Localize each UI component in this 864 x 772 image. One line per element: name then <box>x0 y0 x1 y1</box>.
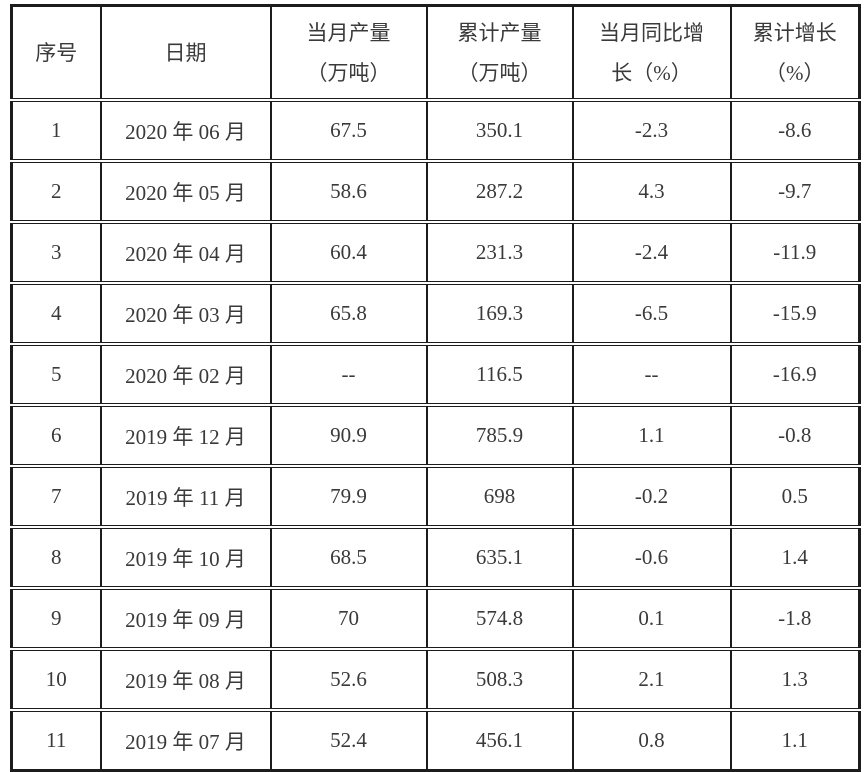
cell-index: 11 <box>10 708 102 772</box>
cell-monthly-output: 65.8 <box>269 281 428 345</box>
cell-monthly-yoy: -- <box>571 342 732 406</box>
cell-monthly-output: 67.5 <box>269 98 428 162</box>
cell-monthly-yoy: -0.6 <box>571 525 732 589</box>
table-row: 6 2019 年 12 月 90.9 785.9 1.1 -0.8 <box>10 403 861 467</box>
table-row: 11 2019 年 07 月 52.4 456.1 0.8 1.1 <box>10 708 861 772</box>
cell-index: 3 <box>10 220 102 284</box>
table-row: 5 2020 年 02 月 -- 116.5 -- -16.9 <box>10 342 861 406</box>
table-row: 4 2020 年 03 月 65.8 169.3 -6.5 -15.9 <box>10 281 861 345</box>
cell-date: 2019 年 08 月 <box>99 647 272 711</box>
cell-cumulative-output: 169.3 <box>425 281 574 345</box>
table-row: 1 2020 年 06 月 67.5 350.1 -2.3 -8.6 <box>10 98 861 162</box>
document-page: 序号 日期 当月产量 （万吨） 累计产量 （万吨） 当月同比增 长（%） 累计增长 （%） 1 20… <box>10 4 861 772</box>
cell-monthly-yoy: 2.1 <box>571 647 732 711</box>
cell-date: 2019 年 10 月 <box>99 525 272 589</box>
cell-cumulative-growth: -1.8 <box>729 586 861 650</box>
cell-cumulative-growth: 0.5 <box>729 464 861 528</box>
cell-cumulative-growth: -0.8 <box>729 403 861 467</box>
cell-cumulative-growth: -11.9 <box>729 220 861 284</box>
cell-cumulative-output: 116.5 <box>425 342 574 406</box>
production-table: 序号 日期 当月产量 （万吨） 累计产量 （万吨） 当月同比增 长（%） 累计增长 （%） 1 20… <box>10 4 861 772</box>
cell-index: 7 <box>10 464 102 528</box>
cell-date: 2019 年 12 月 <box>99 403 272 467</box>
cell-cumulative-output: 635.1 <box>425 525 574 589</box>
cell-cumulative-growth: -15.9 <box>729 281 861 345</box>
cell-monthly-yoy: 4.3 <box>571 159 732 223</box>
column-header-line: （%） <box>765 60 825 85</box>
cell-monthly-yoy: -0.2 <box>571 464 732 528</box>
cell-date: 2019 年 09 月 <box>99 586 272 650</box>
cell-monthly-yoy: 0.1 <box>571 586 732 650</box>
table-row: 10 2019 年 08 月 52.6 508.3 2.1 1.3 <box>10 647 861 711</box>
cell-index: 4 <box>10 281 102 345</box>
cell-cumulative-growth: -9.7 <box>729 159 861 223</box>
cell-cumulative-growth: 1.4 <box>729 525 861 589</box>
cell-index: 6 <box>10 403 102 467</box>
cell-date: 2020 年 03 月 <box>99 281 272 345</box>
cell-date: 2019 年 11 月 <box>99 464 272 528</box>
column-header-line: 日期 <box>164 40 207 65</box>
cell-cumulative-output: 508.3 <box>425 647 574 711</box>
cell-monthly-output: 52.6 <box>269 647 428 711</box>
cell-cumulative-output: 287.2 <box>425 159 574 223</box>
table-row: 8 2019 年 10 月 68.5 635.1 -0.6 1.4 <box>10 525 861 589</box>
cell-index: 2 <box>10 159 102 223</box>
cell-index: 5 <box>10 342 102 406</box>
column-header-line: （万吨） <box>457 60 542 85</box>
column-header-cumulative-growth: 累计增长 （%） <box>729 4 861 101</box>
column-header-line: 长（%） <box>611 60 692 85</box>
table-header: 序号 日期 当月产量 （万吨） 累计产量 （万吨） 当月同比增长（%） 累计增长 （%） <box>10 4 861 101</box>
table-row: 7 2019 年 11 月 79.9 698 -0.2 0.5 <box>10 464 861 528</box>
cell-monthly-output: 90.9 <box>269 403 428 467</box>
cell-cumulative-output: 456.1 <box>425 708 574 772</box>
cell-cumulative-growth: -8.6 <box>729 98 861 162</box>
cell-monthly-output: 58.6 <box>269 159 428 223</box>
cell-index: 1 <box>10 98 102 162</box>
cell-cumulative-output: 574.8 <box>425 586 574 650</box>
cell-monthly-output: 60.4 <box>269 220 428 284</box>
cell-date: 2019 年 07 月 <box>99 708 272 772</box>
cell-monthly-yoy: -6.5 <box>571 281 732 345</box>
column-header-date: 日期 <box>99 4 272 101</box>
cell-monthly-yoy: 1.1 <box>571 403 732 467</box>
column-header-monthly-output: 当月产量 （万吨） <box>269 4 428 101</box>
cell-date: 2020 年 06 月 <box>99 98 272 162</box>
cell-monthly-output: 52.4 <box>269 708 428 772</box>
cell-cumulative-output: 698 <box>425 464 574 528</box>
cell-monthly-output: 79.9 <box>269 464 428 528</box>
cell-cumulative-output: 785.9 <box>425 403 574 467</box>
column-header-line: （万吨） <box>306 60 391 85</box>
cell-cumulative-output: 231.3 <box>425 220 574 284</box>
cell-monthly-output: 70 <box>269 586 428 650</box>
cell-monthly-output: -- <box>269 342 428 406</box>
table-row: 9 2019 年 09 月 70 574.8 0.1 -1.8 <box>10 586 861 650</box>
cell-monthly-yoy: 0.8 <box>571 708 732 772</box>
table-row: 2 2020 年 05 月 58.6 287.2 4.3 -9.7 <box>10 159 861 223</box>
cell-index: 8 <box>10 525 102 589</box>
cell-cumulative-growth: 1.1 <box>729 708 861 772</box>
cell-cumulative-growth: 1.3 <box>729 647 861 711</box>
cell-date: 2020 年 05 月 <box>99 159 272 223</box>
cell-monthly-yoy: -2.3 <box>571 98 732 162</box>
column-header-index: 序号 <box>10 4 102 101</box>
column-header-line: 当月产量 <box>306 20 391 45</box>
cell-index: 10 <box>10 647 102 711</box>
cell-cumulative-output: 350.1 <box>425 98 574 162</box>
cell-monthly-yoy: -2.4 <box>571 220 732 284</box>
cell-monthly-output: 68.5 <box>269 525 428 589</box>
cell-date: 2020 年 02 月 <box>99 342 272 406</box>
table-body: 1 2020 年 06 月 67.5 350.1 -2.3 -8.6 2 2020 年 05 … <box>10 98 861 772</box>
cell-index: 9 <box>10 586 102 650</box>
column-header-monthly-yoy: 当月同比增长（%） <box>571 4 732 101</box>
header-row: 序号 日期 当月产量 （万吨） 累计产量 （万吨） 当月同比增长（%） 累计增长 （%） <box>10 4 861 101</box>
column-header-line: 累计增长 <box>752 20 837 45</box>
cell-date: 2020 年 04 月 <box>99 220 272 284</box>
cell-cumulative-growth: -16.9 <box>729 342 861 406</box>
column-header-line: 序号 <box>35 40 78 65</box>
table-row: 3 2020 年 04 月 60.4 231.3 -2.4 -11.9 <box>10 220 861 284</box>
column-header-cumulative-output: 累计产量 （万吨） <box>425 4 574 101</box>
column-header-line: 当月同比增 <box>599 20 704 45</box>
column-header-line: 累计产量 <box>457 20 542 45</box>
